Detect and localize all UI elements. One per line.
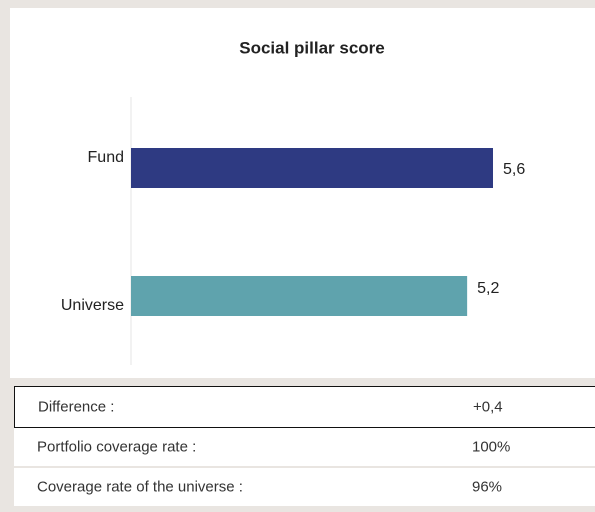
category-label: Fund xyxy=(88,149,124,166)
bar xyxy=(131,276,468,316)
row-label: Difference : xyxy=(38,398,115,416)
category-label: Universe xyxy=(61,297,124,314)
table: Difference : +0,4 Portfolio coverage rate … xyxy=(14,386,595,508)
chart: Social pillar score Fund 5,6 Universe 5,2 xyxy=(61,38,525,365)
value-label: 5,6 xyxy=(503,161,525,178)
table-row: Portfolio coverage rate : 100% xyxy=(14,428,595,468)
table-row: Coverage rate of the universe : 96% xyxy=(14,468,595,508)
value-label: 5,2 xyxy=(477,280,499,297)
row-value: 96% xyxy=(472,478,503,496)
table-row: Difference : +0,4 xyxy=(14,386,595,428)
row-label: Portfolio coverage rate : xyxy=(37,438,197,456)
row-value: +0,4 xyxy=(473,398,503,416)
chart-title: Social pillar score xyxy=(239,38,385,57)
chart-card: Social pillar score Fund 5,6 Universe 5,2 xyxy=(10,8,595,378)
bar xyxy=(131,148,493,188)
row-label: Coverage rate of the universe : xyxy=(37,478,243,496)
row-value: 100% xyxy=(472,438,511,456)
